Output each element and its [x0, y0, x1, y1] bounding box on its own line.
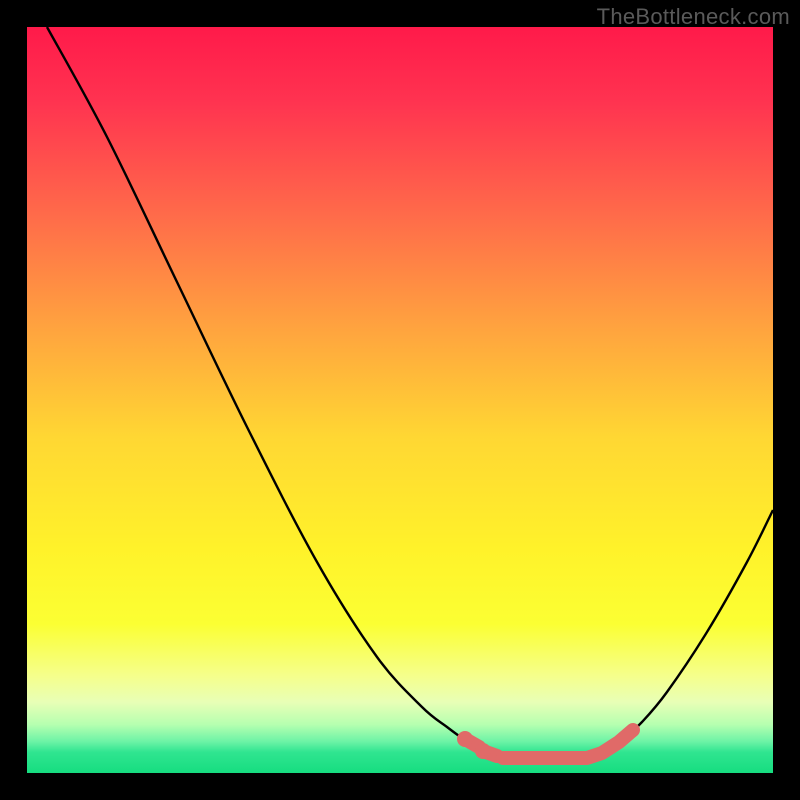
chart-frame: TheBottleneck.com	[0, 0, 800, 800]
bottleneck-curve-svg	[27, 27, 773, 773]
gradient-background	[27, 27, 773, 773]
highlight-dot	[475, 743, 491, 759]
highlight-dot	[457, 731, 473, 747]
watermark-text: TheBottleneck.com	[597, 4, 790, 30]
plot-area	[27, 27, 773, 773]
